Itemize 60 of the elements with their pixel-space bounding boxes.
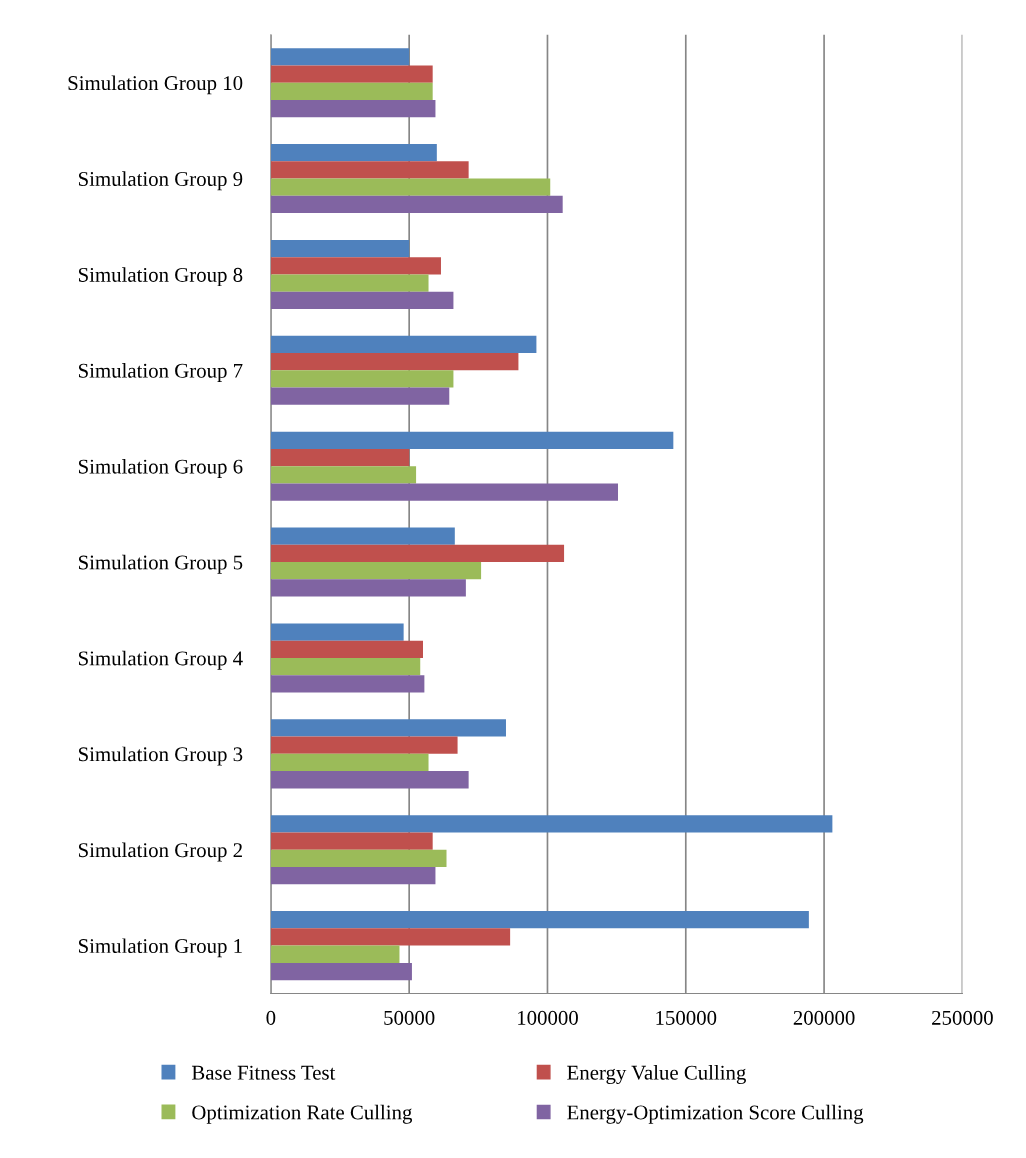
bar [270,257,441,275]
legend-label: Energy-Optimization Score Culling [567,1104,864,1124]
y-tick-label: Simulation Group 5 [78,554,243,574]
x-tick-label: 150000 [656,1010,717,1025]
bar [270,291,454,309]
bar [270,911,809,929]
bar [270,675,425,693]
bar [270,544,565,563]
bar [270,962,412,981]
legend-label: Base Fitness Test [191,1065,336,1080]
x-tick-label: 200000 [793,1010,855,1025]
x-tick-label: 100000 [518,1010,578,1025]
bar [270,82,433,100]
y-tick-label: Simulation Group 8 [78,267,243,287]
bar [270,448,410,467]
bar [270,195,563,214]
bar [270,736,458,754]
bar [270,353,519,371]
y-tick-label: Simulation Group 1 [78,938,242,958]
y-tick-label: Simulation Group 4 [78,650,243,670]
bar [270,239,410,258]
bar [270,832,433,850]
bar [270,370,454,388]
y-tick-label: Simulation Group 7 [78,363,243,382]
x-tick-label: 0 [266,1010,276,1025]
y-tick-label: Simulation Group 6 [78,458,243,478]
bar [270,640,423,658]
y-tick-label: Simulation Group 10 [68,75,243,95]
bar [270,99,436,118]
bar [270,527,455,545]
bar [270,815,833,833]
bar [270,657,421,676]
bar [270,719,506,737]
bar [270,928,511,946]
bar [270,335,537,354]
bar [270,387,450,405]
bar [270,178,551,196]
bar [270,466,417,484]
bar [270,867,436,885]
legend-label: Optimization Rate Culling [192,1104,412,1124]
legend-label: Energy Value Culling [567,1065,746,1084]
bar [270,945,400,963]
bar [270,483,619,501]
y-tick-label: Simulation Group 2 [78,842,242,862]
bar [270,562,482,580]
bar [270,274,429,292]
bar [270,65,433,83]
x-tick-label: 250000 [932,1010,993,1025]
bar [270,48,410,66]
bar [270,144,437,162]
bar [270,753,429,772]
bar [270,623,404,641]
bar [270,771,469,789]
y-tick-label: Simulation Group 9 [78,171,243,191]
y-tick-label: Simulation Group 3 [78,746,243,766]
bar [270,161,469,179]
bar [270,849,447,867]
bar [270,431,674,449]
bar [270,579,466,597]
x-tick-label: 50000 [384,1010,435,1025]
